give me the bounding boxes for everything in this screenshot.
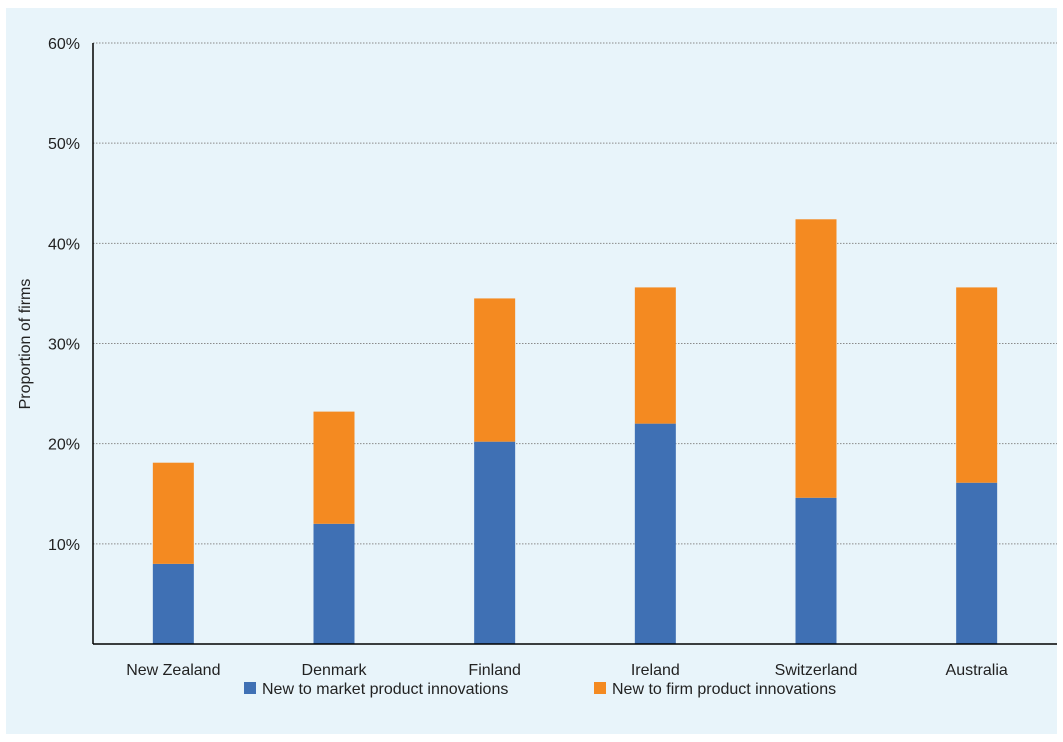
bar-segment-new-to-market (634, 423, 676, 644)
bar-segment-new-to-firm (313, 411, 355, 524)
axes (92, 43, 1057, 645)
legend: New to market product innovations New to … (244, 681, 836, 698)
bar-segment-new-to-market (956, 482, 998, 644)
y-tick-labels: 10% 20% 30% 40% 50% 60% (48, 36, 80, 554)
legend-label: New to market product innovations (262, 681, 508, 698)
legend-swatch (594, 682, 606, 694)
bar-segment-new-to-market (474, 441, 516, 644)
bar-segment-new-to-market (152, 563, 194, 644)
x-tick-label: Switzerland (775, 662, 858, 679)
legend-swatch (244, 682, 256, 694)
x-tick-label: Australia (946, 662, 1008, 679)
y-tick-label: 60% (48, 36, 80, 53)
bar-segment-new-to-firm (795, 219, 837, 498)
y-tick-label: 20% (48, 437, 80, 454)
y-tick-label: 30% (48, 337, 80, 354)
bar-segment-new-to-firm (474, 298, 516, 442)
x-tick-label: Ireland (631, 662, 680, 679)
bar-segment-new-to-firm (152, 462, 194, 564)
bar-segment-new-to-firm (634, 287, 676, 424)
legend-label: New to firm product innovations (612, 681, 836, 698)
bar-segment-new-to-market (795, 497, 837, 644)
gridlines (93, 42, 1057, 545)
y-tick-label: 10% (48, 537, 80, 554)
y-tick-label: 40% (48, 236, 80, 253)
x-tick-labels: New Zealand Denmark Finland Ireland Switzerl… (126, 662, 1008, 679)
x-tick-label: Finland (468, 662, 520, 679)
bar-segment-new-to-firm (956, 287, 998, 483)
y-axis-title: Proportion of firms (17, 279, 34, 410)
bar-segment-new-to-market (313, 523, 355, 644)
x-tick-label: Denmark (302, 662, 368, 679)
bars (152, 219, 998, 644)
y-tick-label: 50% (48, 136, 80, 153)
x-tick-label: New Zealand (126, 662, 220, 679)
